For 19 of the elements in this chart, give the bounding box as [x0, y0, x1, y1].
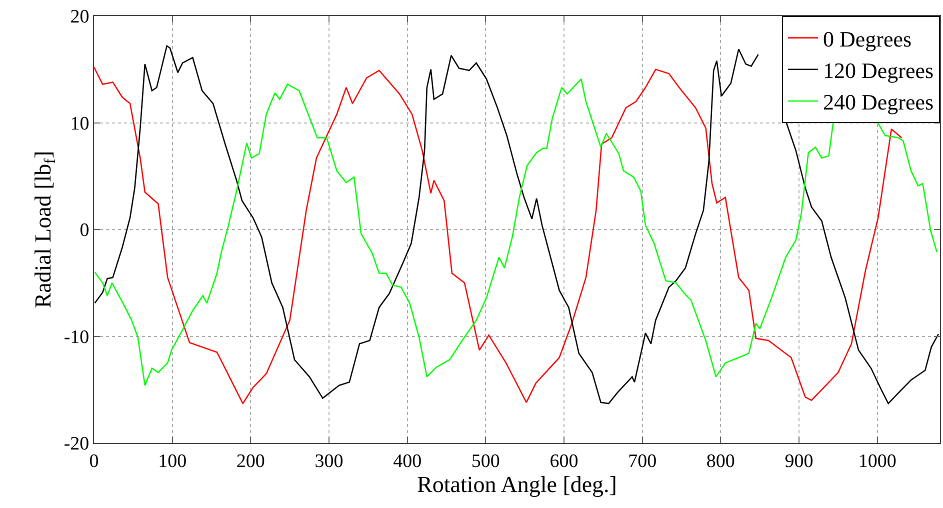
y-tick-label: 20 — [70, 6, 90, 28]
x-axis-title: Rotation Angle [deg.] — [417, 472, 617, 497]
y-tick-label: -10 — [64, 326, 90, 348]
x-tick-label: 500 — [471, 450, 500, 472]
x-tick-label: 900 — [784, 450, 814, 472]
y-tick-label: 0 — [80, 220, 90, 242]
legend-label: 120 Degrees — [823, 58, 934, 83]
y-tick-label: 10 — [70, 113, 90, 134]
y-tick-label: -20 — [64, 434, 90, 455]
x-tick-label: 1000 — [858, 450, 896, 472]
x-tick-label: 600 — [550, 450, 578, 472]
x-tick-label: 100 — [158, 450, 187, 472]
x-tick-label: 800 — [706, 450, 735, 472]
x-tick-label: 700 — [628, 450, 657, 472]
x-tick-label: 400 — [393, 450, 422, 472]
x-tick-label: 300 — [314, 450, 344, 472]
x-tick-label: 200 — [236, 450, 265, 472]
legend-label: 0 Degrees — [823, 26, 912, 52]
legend-label: 240 Degrees — [823, 90, 934, 115]
